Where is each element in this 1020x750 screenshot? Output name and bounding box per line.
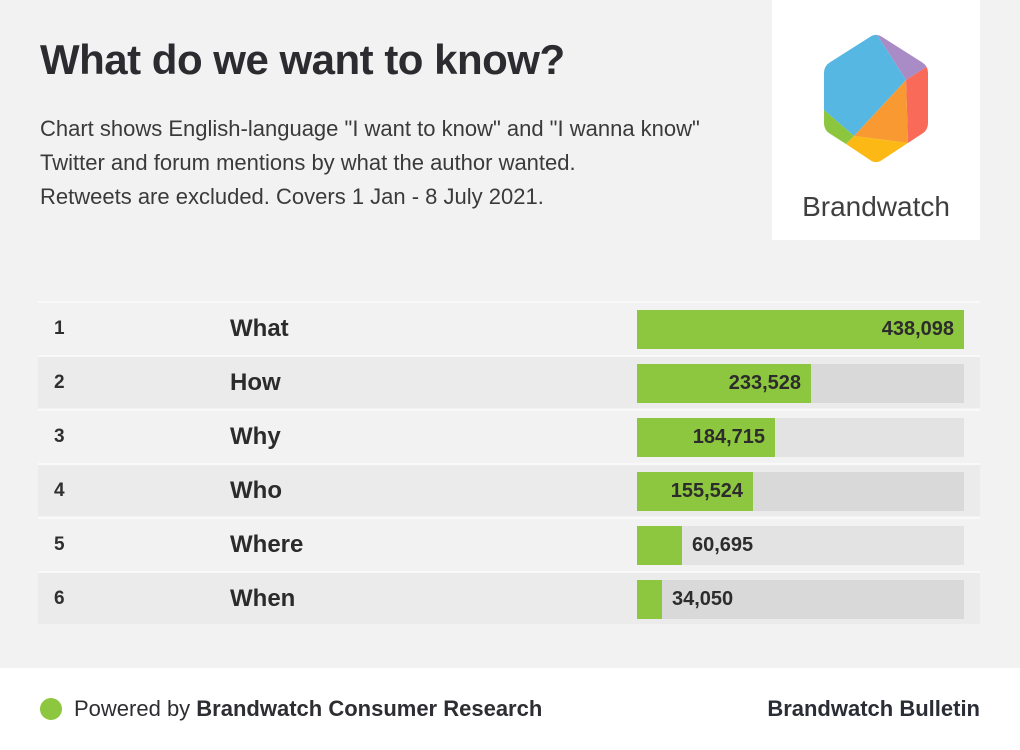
chart-row: 3 Why 184,715 [38,409,980,463]
hex-facet-blue [824,34,906,136]
description-line-3: Retweets are excluded. Covers 1 Jan - 8 … [40,184,544,209]
bar-fill [637,580,662,619]
row-rank: 1 [54,318,65,339]
green-dot-icon [40,698,62,720]
bar-chart: 1 What 438,098 2 How 233,528 3 Why 184,715 4 Who 15… [38,301,980,625]
bar-track: 233,528 [637,364,964,403]
hex-facet-green [824,110,854,144]
hex-facet-orange [854,80,908,143]
description-line-2: Twitter and forum mentions by what the a… [40,150,576,175]
bar-value-label: 60,695 [692,534,754,556]
row-category-label: Who [230,477,282,504]
description-line-1: Chart shows English-language "I want to … [40,116,700,141]
bar-fill [637,526,682,565]
row-rank: 3 [54,426,65,447]
row-category-label: Where [230,531,304,558]
chart-description: Chart shows English-language "I want to … [40,112,740,214]
bar-track: 155,524 [637,472,964,511]
row-rank: 2 [54,372,65,393]
bar-fill [637,472,753,511]
bar-track: 60,695 [637,526,964,565]
powered-by-prefix: Powered by [74,696,197,721]
brandwatch-bulletin-label: Brandwatch Bulletin [767,696,980,721]
footer-bar: Powered by Brandwatch Consumer Research … [0,668,1020,750]
chart-row: 6 When 34,050 [38,571,980,625]
brandwatch-logo-text: Brandwatch [802,191,950,222]
chart-row: 4 Who 155,524 [38,463,980,517]
powered-by-brand: Brandwatch Consumer Research [196,696,543,721]
row-rank: 4 [54,480,65,501]
row-category-label: Why [230,423,281,450]
page-title: What do we want to know? [40,36,565,83]
hex-facet-purple [876,34,928,80]
bar-fill [637,418,775,457]
bar-track: 438,098 [637,310,964,349]
bar-value-label: 184,715 [692,426,765,448]
bar-value-label: 438,098 [881,318,954,340]
hex-facet-coral [906,66,928,143]
bar-fill [637,310,964,349]
row-rank: 6 [54,588,65,609]
brandwatch-logo-card: Brandwatch [772,0,980,240]
row-rank: 5 [54,534,65,555]
bar-value-label: 233,528 [728,372,801,394]
row-category-label: When [230,585,296,612]
chart-row: 1 What 438,098 [38,301,980,355]
bar-track: 184,715 [637,418,964,457]
bar-value-label: 34,050 [672,588,734,610]
bar-value-label: 155,524 [670,480,743,502]
chart-row: 2 How 233,528 [38,355,980,409]
row-category-label: How [230,369,281,396]
chart-row: 5 Where 60,695 [38,517,980,571]
bar-track: 34,050 [637,580,964,619]
row-category-label: What [230,315,289,342]
hex-facet-yellow [846,136,908,163]
bar-fill [637,364,811,403]
brandwatch-hexagon-icon [824,34,928,163]
powered-by: Powered by Brandwatch Consumer Research [40,696,542,722]
